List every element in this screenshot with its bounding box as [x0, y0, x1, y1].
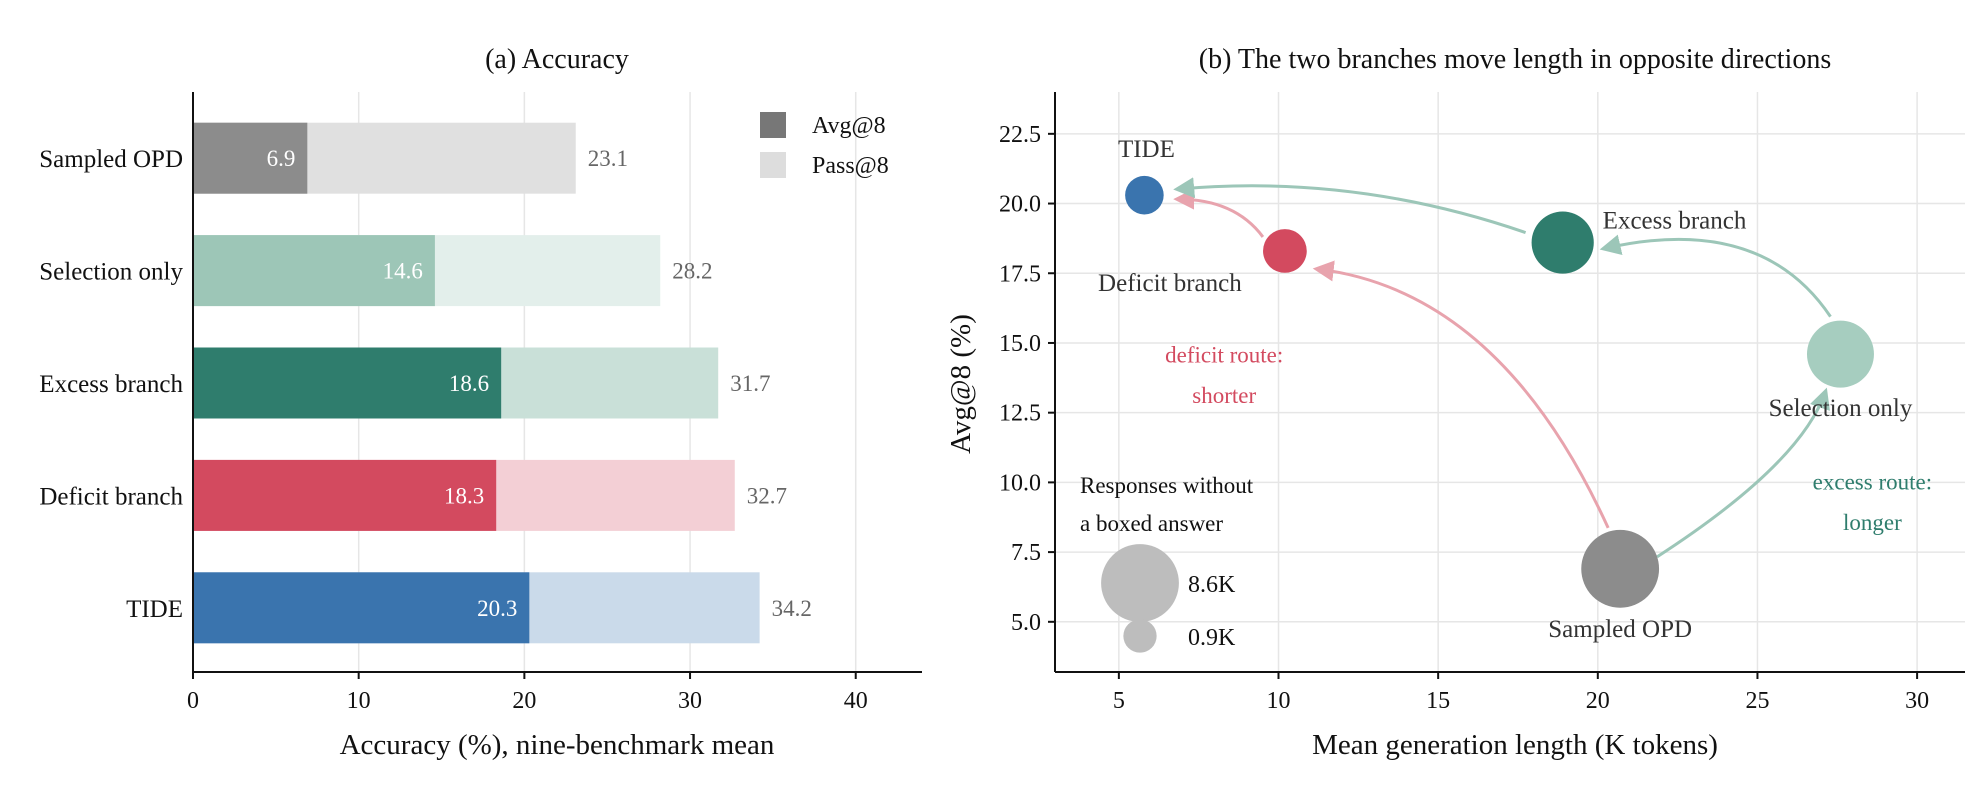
- point-label: Deficit branch: [1098, 270, 1242, 297]
- chart-b-annotations: deficit route: shorter excess route: longer: [1165, 342, 1932, 534]
- chart-b-y-tick-label: 22.5: [999, 122, 1041, 148]
- avg8-bar: [193, 459, 497, 531]
- chart-b-tick-labels: 5 10 15 20 25 30 5.0 7.5 10.0 12.5 15.0 17.5 20.0 22.…: [999, 122, 1929, 714]
- point-selection-only: [1806, 320, 1874, 388]
- avg8-value-label: 18.3: [444, 483, 484, 508]
- legend-label: Pass@8: [812, 153, 889, 179]
- chart-a-xlabel: Accuracy (%), nine-benchmark mean: [340, 729, 775, 761]
- category-label: Sampled OPD: [39, 146, 183, 173]
- avg8-value-label: 18.6: [449, 371, 489, 396]
- avg8-bar: [193, 235, 435, 307]
- legend-swatch: [760, 112, 786, 138]
- chart-b-title: (b) The two branches move length in oppo…: [1199, 44, 1831, 75]
- chart-a-title: (a) Accuracy: [485, 44, 629, 75]
- chart-a-tick-label: 40: [844, 688, 868, 714]
- pass8-value-label: 31.7: [730, 371, 770, 396]
- chart-b-x-tick-label: 25: [1745, 688, 1769, 714]
- avg8-value-label: 20.3: [477, 596, 517, 621]
- point-deficit-branch: [1263, 229, 1307, 273]
- chart-a-tick-label: 0: [187, 688, 199, 714]
- excess-route-value: longer: [1843, 510, 1902, 535]
- chart-a-tick-label: 20: [512, 688, 536, 714]
- avg8-value-label: 14.6: [383, 259, 423, 284]
- chart-b-point-labels: Sampled OPD Selection only Excess branch De…: [1098, 136, 1913, 643]
- chart-b-x-tick-label: 20: [1586, 688, 1610, 714]
- chart-b-ylabel: Avg@8 (%): [945, 314, 977, 454]
- chart-b-x-tick-label: 30: [1905, 688, 1929, 714]
- point-excess-branch: [1531, 211, 1594, 274]
- chart-b-y-tick-label: 17.5: [999, 261, 1041, 287]
- length-scatter-chart: (b) The two branches move length in oppo…: [945, 44, 1965, 761]
- chart-b-x-tick-label: 15: [1426, 688, 1450, 714]
- deficit-route-label: deficit route:: [1165, 342, 1283, 367]
- chart-b-size-legend: Responses without a boxed answer 8.6K 0.9K: [1080, 473, 1254, 653]
- chart-a-category-labels: Sampled OPD Selection only Excess branch De…: [39, 146, 183, 623]
- chart-a-tick-labels: 0 10 20 30 40: [187, 672, 868, 714]
- deficit-to-tide-arrow: [1173, 188, 1265, 238]
- size-legend-label: 0.9K: [1188, 625, 1236, 651]
- point-label: TIDE: [1118, 136, 1175, 163]
- pass8-value-label: 32.7: [747, 483, 787, 508]
- point-sampled-opd: [1581, 529, 1660, 608]
- chart-b-x-tick-label: 5: [1113, 688, 1125, 714]
- point-label: Excess branch: [1603, 208, 1747, 235]
- deficit-route-arrow: [1312, 260, 1610, 529]
- category-label: Deficit branch: [39, 483, 183, 510]
- size-legend-title: a boxed answer: [1080, 511, 1223, 536]
- size-legend-label: 8.6K: [1188, 572, 1236, 598]
- category-label: Selection only: [39, 259, 183, 286]
- selection-to-excess-arrow: [1599, 234, 1832, 318]
- excess-to-tide-arrow: [1173, 177, 1527, 234]
- accuracy-bar-chart: (a) Accuracy 6.9 23.1 14.6 28.2 18.6 31.7 18.3…: [39, 44, 922, 761]
- point-tide: [1125, 175, 1164, 215]
- size-legend-circle: [1123, 619, 1157, 653]
- chart-a-bars: 6.9 23.1 14.6 28.2 18.6 31.7 18.3 32.7 20.3 34.2: [193, 122, 812, 644]
- chart-b-points: [1125, 175, 1874, 608]
- size-legend-circle: [1101, 544, 1179, 622]
- point-label: Sampled OPD: [1548, 616, 1692, 643]
- point-label: Selection only: [1769, 395, 1913, 422]
- pass8-value-label: 34.2: [772, 596, 812, 621]
- chart-b-arrows: [1173, 177, 1832, 559]
- pass8-value-label: 23.1: [588, 146, 628, 171]
- chart-b-x-tick-label: 10: [1267, 688, 1291, 714]
- size-legend-title: Responses without: [1080, 473, 1254, 498]
- chart-b-y-tick-label: 15.0: [999, 331, 1041, 357]
- avg8-value-label: 6.9: [267, 146, 296, 171]
- chart-b-y-tick-label: 10.0: [999, 470, 1041, 496]
- avg8-bar: [193, 572, 530, 644]
- pass8-value-label: 28.2: [672, 259, 712, 284]
- avg8-bar: [193, 122, 308, 194]
- deficit-route-value: shorter: [1192, 383, 1256, 408]
- chart-a-tick-label: 30: [678, 688, 702, 714]
- legend-label: Avg@8: [812, 113, 886, 139]
- chart-b-axes: [1054, 92, 1965, 673]
- chart-b-xlabel: Mean generation length (K tokens): [1312, 729, 1718, 761]
- legend-swatch: [760, 152, 786, 178]
- category-label: TIDE: [126, 596, 183, 623]
- chart-b-y-tick-label: 12.5: [999, 401, 1041, 427]
- chart-a-tick-label: 10: [347, 688, 371, 714]
- chart-b-y-tick-label: 20.0: [999, 192, 1041, 218]
- excess-route-label: excess route:: [1813, 469, 1932, 494]
- chart-a-axes: [192, 92, 922, 673]
- chart-a-legend: Avg@8 Pass@8: [760, 112, 889, 179]
- chart-b-y-tick-label: 5.0: [1011, 610, 1041, 636]
- avg8-bar: [193, 347, 502, 419]
- category-label: Excess branch: [39, 371, 183, 398]
- excess-route-arrow: [1656, 387, 1830, 559]
- chart-b-y-tick-label: 7.5: [1011, 540, 1041, 566]
